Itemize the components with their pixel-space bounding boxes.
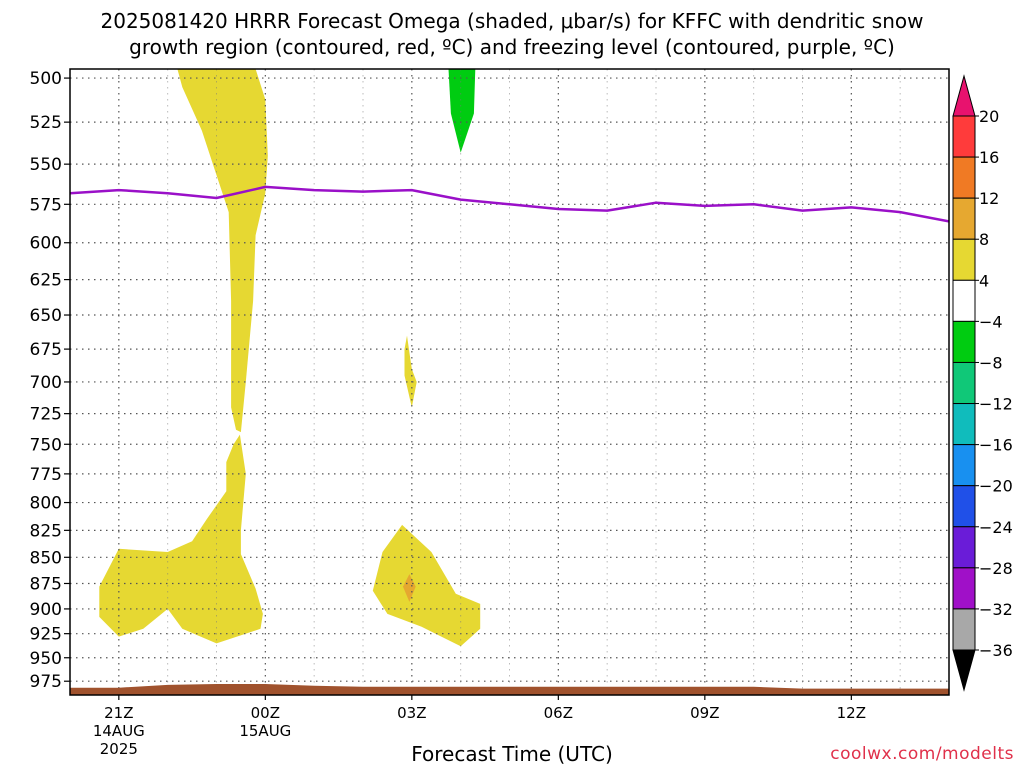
y-tick-label: 825 — [30, 521, 62, 541]
y-tick-label: 775 — [30, 465, 62, 485]
colorbar-label: −20 — [979, 477, 1013, 496]
y-tick-label: 875 — [30, 574, 62, 594]
y-tick-label: 600 — [30, 234, 62, 254]
colorbar-label: 4 — [979, 271, 989, 290]
grid-layer — [70, 69, 949, 695]
omega-region-4 — [372, 524, 481, 647]
y-tick-label: 750 — [30, 435, 62, 455]
colorbar-label: −28 — [979, 559, 1013, 578]
y-tick-label: 950 — [30, 649, 62, 669]
x-tick-label: 09Z — [690, 704, 719, 722]
colorbar-bin--32--28 — [952, 567, 976, 610]
colorbar-bin-8-12 — [952, 197, 976, 240]
x-tick-label: 21Z — [104, 704, 133, 722]
colorbar: 20 16 12 8 4 −4 −8 −12 −16 −20 −24 −28 −32 −36 — [952, 74, 1013, 692]
colorbar-label: −12 — [979, 395, 1013, 414]
colorbar-bin--16--12 — [952, 403, 976, 446]
x-tick-label: 00Z — [251, 704, 280, 722]
colorbar-bottom-arrow — [952, 649, 976, 692]
omega-region-2 — [99, 434, 263, 644]
colorbar-label: 16 — [979, 148, 999, 167]
colorbar-label: −16 — [979, 436, 1013, 455]
y-tick-label: 625 — [30, 271, 62, 291]
y-tick-label: 500 — [30, 69, 62, 89]
colorbar-label: −32 — [979, 600, 1013, 619]
y-tick-label: 675 — [30, 340, 62, 360]
colorbar-label: 8 — [979, 230, 989, 249]
colorbar-bin--8--4 — [952, 320, 976, 363]
y-tick-label: 725 — [30, 405, 62, 425]
colorbar-bin--24--20 — [952, 485, 976, 528]
x-tick-label: 14AUG — [93, 722, 145, 740]
colorbar-bin-12-16 — [952, 156, 976, 199]
contour-layer — [70, 185, 949, 223]
freezing-level-line — [70, 185, 949, 223]
colorbar-bin--12--8 — [952, 361, 976, 405]
x-tick-label: 06Z — [544, 704, 573, 722]
colorbar-label: −8 — [979, 353, 1003, 372]
x-tick-label: 12Z — [837, 704, 866, 722]
omega-region-6 — [448, 69, 476, 153]
omega-region-3 — [404, 335, 417, 408]
y-tick-label: 525 — [30, 113, 62, 133]
colorbar-bin--4-4 — [952, 279, 976, 322]
credit-link[interactable]: coolwx.com/modelts — [830, 744, 1014, 764]
shaded-omega-layer — [99, 69, 481, 647]
terrain-fill — [70, 684, 949, 695]
y-tick-label: 850 — [30, 548, 62, 568]
colorbar-bin--20--16 — [952, 444, 976, 487]
y-tick-label: 975 — [30, 672, 62, 692]
y-tick-label: 700 — [30, 373, 62, 393]
colorbar-bin-4-8 — [952, 238, 976, 281]
colorbar-label: −4 — [979, 312, 1003, 331]
chart-title-line2: growth region (contoured, red, ºC) and f… — [129, 35, 895, 59]
colorbar-label: −36 — [979, 641, 1013, 660]
x-tick-label: 03Z — [397, 704, 426, 722]
omega-region-5 — [403, 574, 416, 602]
y-tick-label: 900 — [30, 600, 62, 620]
x-tick-label: 15AUG — [239, 722, 291, 740]
y-axis: 500 525 550 575 600 625 650 675 700 725 750 775 800 8… — [30, 69, 70, 692]
terrain-layer — [70, 684, 949, 695]
x-axis-label: Forecast Time (UTC) — [411, 742, 613, 766]
colorbar-bin--28--24 — [952, 526, 976, 569]
y-tick-label: 550 — [30, 155, 62, 175]
colorbar-label: −24 — [979, 518, 1013, 537]
colorbar-label: 12 — [979, 189, 999, 208]
chart-title-line1: 2025081420 HRRR Forecast Omega (shaded, … — [100, 9, 924, 33]
y-tick-label: 925 — [30, 625, 62, 645]
y-tick-label: 575 — [30, 195, 62, 215]
colorbar-label: 20 — [979, 107, 999, 126]
omega-region-1 — [177, 69, 268, 433]
y-tick-label: 650 — [30, 306, 62, 326]
colorbar-bin-16-20 — [952, 115, 976, 158]
colorbar-top-arrow — [952, 74, 976, 117]
x-tick-label: 2025 — [100, 740, 138, 758]
y-tick-label: 800 — [30, 494, 62, 514]
colorbar-bin--36--32 — [952, 608, 976, 651]
